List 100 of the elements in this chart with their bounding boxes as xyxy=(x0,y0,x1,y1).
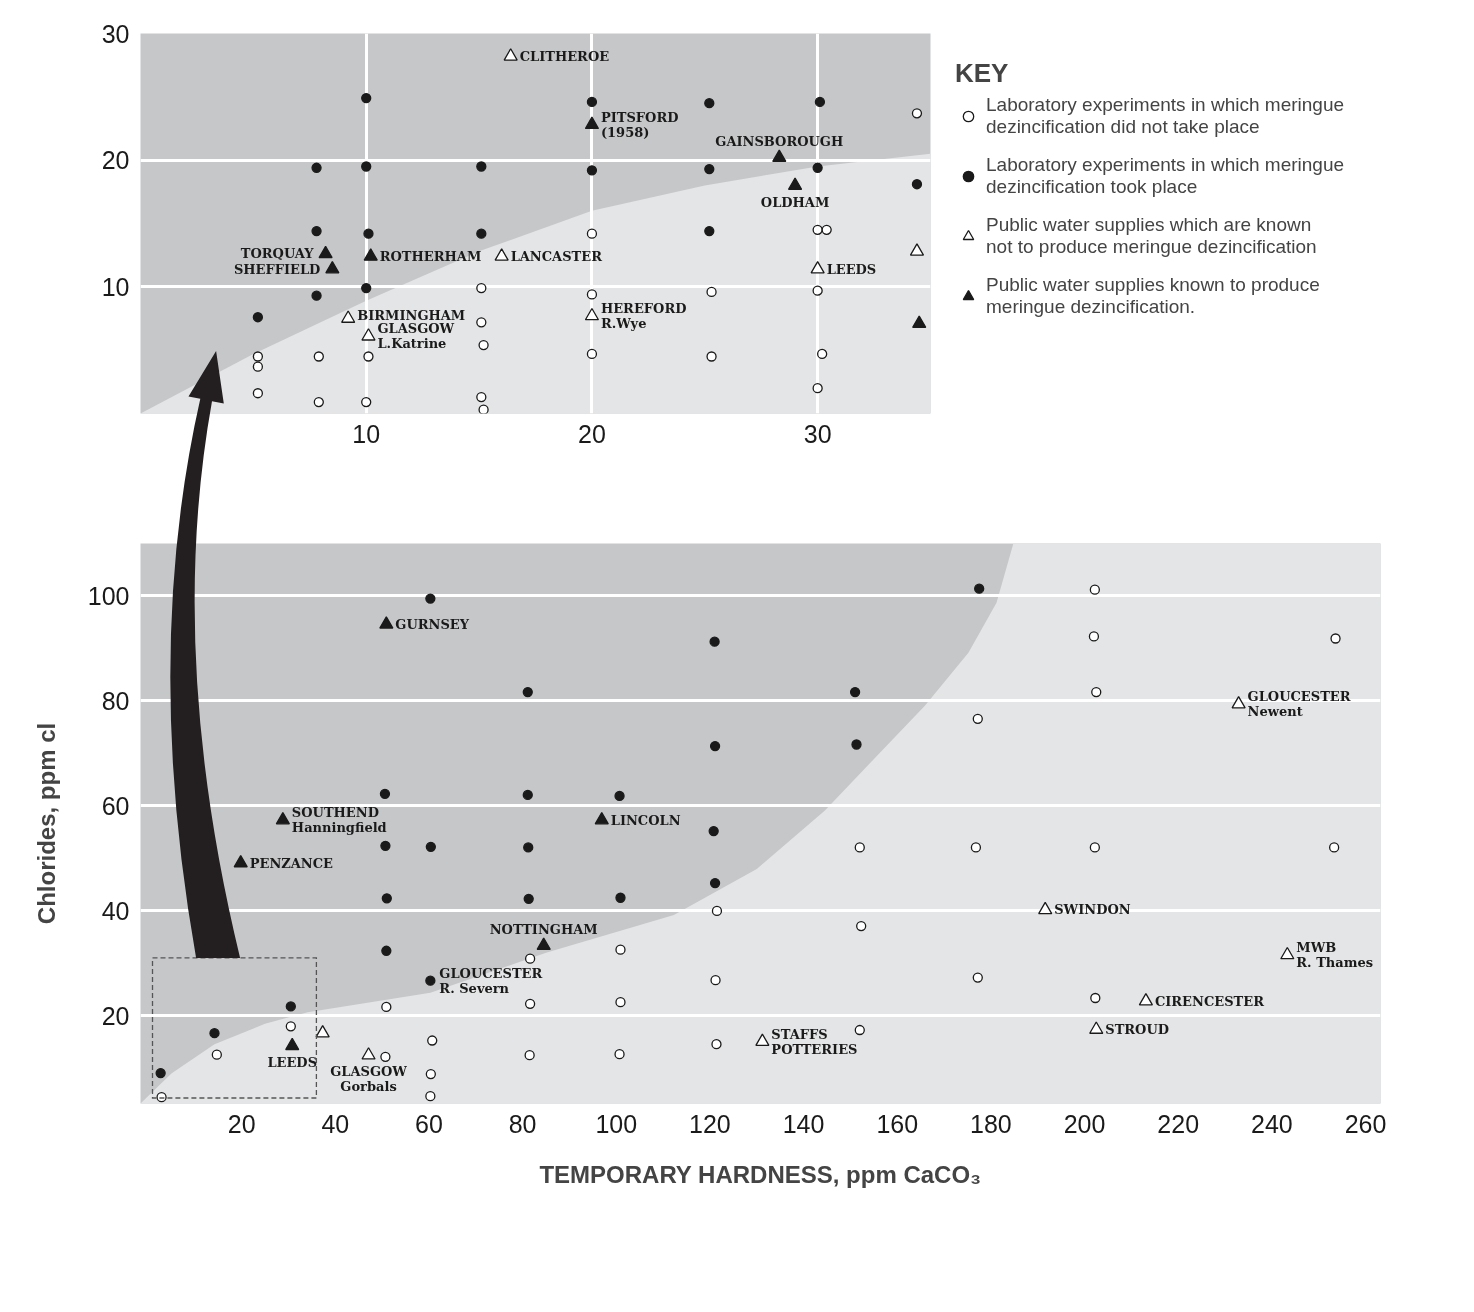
point xyxy=(361,396,372,408)
point xyxy=(361,92,372,104)
point xyxy=(285,1001,296,1012)
point xyxy=(363,351,374,362)
point xyxy=(325,260,340,274)
point xyxy=(524,998,536,1009)
y-axis-title: Chlorides, ppm cl xyxy=(32,722,60,925)
y-tick-label: 60 xyxy=(101,791,130,820)
point xyxy=(972,972,983,983)
point xyxy=(911,108,923,119)
annotation: BIRMINGHAM xyxy=(357,307,466,323)
point xyxy=(810,260,825,274)
annotation: SOUTHEND Hanningfield xyxy=(291,805,387,836)
point xyxy=(1231,695,1246,709)
point xyxy=(476,161,487,172)
annotation: GLASGOW Gorbals xyxy=(330,1064,408,1095)
annotation: STROUD xyxy=(1105,1022,1170,1037)
point xyxy=(974,583,985,594)
point xyxy=(615,944,626,955)
point xyxy=(381,1001,392,1013)
point xyxy=(381,945,392,956)
point xyxy=(1089,584,1100,595)
legend-label: Public water supplies which are known not to produce meringue dezincification xyxy=(986,214,1317,258)
point xyxy=(252,312,264,323)
point xyxy=(1091,686,1102,698)
point xyxy=(586,348,598,360)
annotation: SWINDON xyxy=(1054,902,1131,918)
point xyxy=(704,163,715,175)
point xyxy=(318,245,333,259)
x-tick-label: 60 xyxy=(415,1109,443,1138)
annotation: CIRENCESTER xyxy=(1154,993,1265,1009)
x-tick-label: 80 xyxy=(508,1109,537,1138)
legend-label: Laboratory experiments in which meringue dezincification did not take place xyxy=(986,94,1345,138)
point xyxy=(817,348,828,360)
point xyxy=(361,328,376,341)
point xyxy=(155,1067,166,1079)
legend-title: KEY xyxy=(955,58,1010,89)
x-axis-title: TEMPORARY HARDNESS, ppm CaCO₃ xyxy=(539,1160,982,1188)
point xyxy=(425,1091,436,1102)
legend-label: Public water supplies known to produce meringue dezincification. xyxy=(986,274,1320,318)
point xyxy=(476,228,487,239)
point xyxy=(275,811,291,825)
x-tick-label: 120 xyxy=(689,1109,731,1138)
y-tick-label: 10 xyxy=(101,272,130,301)
point xyxy=(361,1047,376,1060)
point xyxy=(614,1049,625,1060)
point xyxy=(427,1035,438,1046)
point xyxy=(494,248,509,261)
point xyxy=(503,48,518,61)
point xyxy=(211,1049,222,1060)
point xyxy=(381,893,392,904)
point xyxy=(706,351,717,362)
annotation: LEEDS xyxy=(826,261,877,277)
point xyxy=(821,224,832,235)
y-tick-label: 40 xyxy=(101,896,130,925)
annotation: GLASGOW L.Katrine xyxy=(377,321,455,352)
point xyxy=(425,975,436,986)
point xyxy=(709,636,720,647)
point xyxy=(854,842,865,853)
point xyxy=(313,351,324,362)
annotation: LEEDS xyxy=(267,1054,318,1070)
point xyxy=(1089,842,1100,853)
annotation: HEREFORD R.Wye xyxy=(600,300,687,331)
x-tick-label: 260 xyxy=(1344,1109,1387,1138)
annotation: LANCASTER xyxy=(510,248,603,264)
annotation: ROTHERHAM xyxy=(379,248,482,264)
point xyxy=(972,713,983,724)
point xyxy=(586,165,598,176)
point xyxy=(361,282,372,294)
point xyxy=(1088,631,1100,642)
point xyxy=(1328,842,1340,853)
point xyxy=(361,161,372,172)
point xyxy=(313,396,324,408)
x-tick-label: 100 xyxy=(595,1109,638,1138)
annotation: OLDHAM xyxy=(760,194,830,210)
point xyxy=(524,953,536,964)
point xyxy=(476,282,487,294)
y-tick-label: 30 xyxy=(101,19,130,48)
point xyxy=(854,1024,865,1036)
point xyxy=(379,788,391,799)
point xyxy=(379,616,394,629)
point xyxy=(523,842,534,853)
point xyxy=(909,243,925,256)
point xyxy=(584,116,600,130)
point xyxy=(709,740,721,752)
point xyxy=(704,225,715,237)
x-tick-label: 20 xyxy=(578,419,606,448)
point xyxy=(252,351,264,362)
point xyxy=(478,404,489,414)
point xyxy=(233,854,248,868)
annotation: MWB R. Thames xyxy=(1296,939,1374,970)
point xyxy=(476,391,487,403)
point xyxy=(478,339,489,351)
point xyxy=(522,686,533,698)
point xyxy=(812,383,823,394)
annotation: TORQUAY xyxy=(240,246,315,262)
point xyxy=(849,686,861,698)
point xyxy=(522,789,533,801)
point xyxy=(711,1039,722,1050)
point xyxy=(584,307,600,321)
